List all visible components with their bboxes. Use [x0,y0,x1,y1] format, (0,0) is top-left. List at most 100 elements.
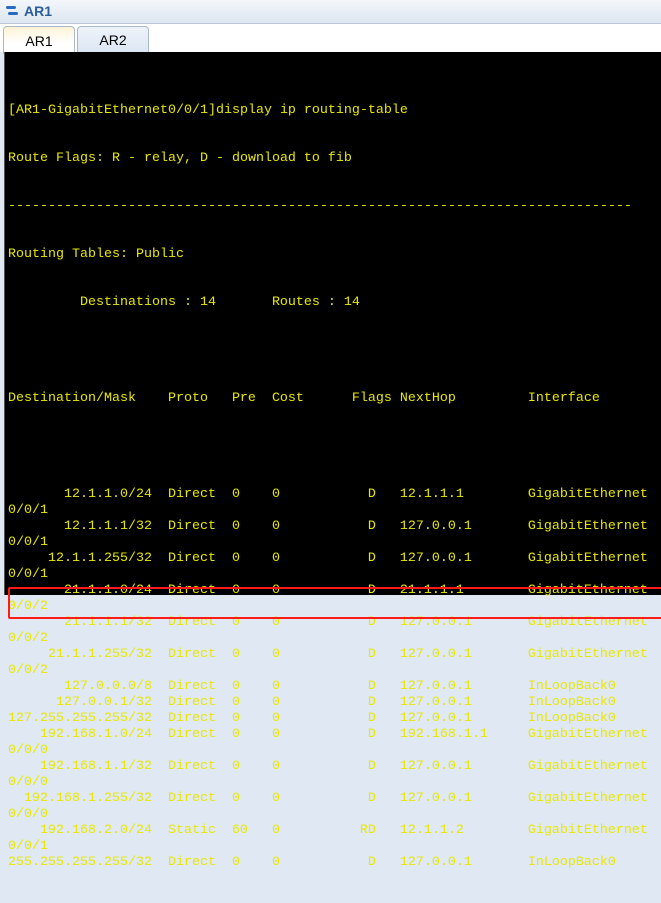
route-row: 12.1.1.255/32 Direct 0 0 D 127.0.0.1 GigabitEt… [8,551,648,567]
cell-flags: D [367,711,376,726]
cell-nexthop: 127.0.0.1 [399,711,472,726]
cell-nexthop: 12.1.1.2 [399,823,464,838]
routes-count: Routes : 14 [271,295,360,310]
cell-pre: 0 [231,583,240,598]
highlight-box [8,587,661,619]
cell-pre: 60 [231,823,248,838]
cell-proto: Direct [167,759,216,774]
cell-cost: 0 [271,855,280,870]
cell-cost: 0 [271,823,280,838]
cell-cost: 0 [271,679,280,694]
cell-nexthop: 127.0.0.1 [399,855,472,870]
cell-flags: D [367,695,376,710]
cell-cost: 0 [271,551,280,566]
route-row-interface-wrap: 0/0/1 [8,839,48,854]
terminal-console[interactable]: [AR1-GigabitEthernet0/0/1]display ip rou… [4,52,661,870]
cell-flags: D [367,855,376,870]
route-row-interface-wrap: 0/0/1 [8,567,48,582]
cell-iface: InLoopBack0 [527,679,616,694]
cell-pre: 0 [231,551,240,566]
cell-iface: GigabitEthernet [527,487,648,502]
cell-proto: Direct [167,727,216,742]
cell-cost: 0 [271,791,280,806]
cell-proto: Direct [167,679,216,694]
cell-flags: D [367,647,376,662]
route-flags-legend: Route Flags: R - relay, D - download to … [8,151,352,166]
cell-flags: D [367,583,376,598]
cell-pre: 0 [231,519,240,534]
cell-dest: 21.1.1.255/32 [47,647,152,662]
cell-proto: Static [167,823,216,838]
route-row: 192.168.1.1/32 Direct 0 0 D 127.0.0.1 GigabitE… [8,759,648,775]
cell-dest: 127.255.255.255/32 [8,711,152,726]
cell-flags: RD [359,823,376,838]
cell-cost: 0 [271,727,280,742]
route-row: 12.1.1.1/32 Direct 0 0 D 127.0.0.1 GigabitEthe… [8,519,648,535]
cell-proto: Direct [167,695,216,710]
cell-nexthop: 127.0.0.1 [399,551,472,566]
router-icon [4,4,20,18]
cell-pre: 0 [231,759,240,774]
cell-flags: D [367,791,376,806]
cell-cost: 0 [271,487,280,502]
title-bar: AR1 [0,0,661,22]
cell-nexthop: 127.0.0.1 [399,759,472,774]
cell-pre: 0 [231,487,240,502]
cell-nexthop: 127.0.0.1 [399,695,472,710]
cell-cost: 0 [271,583,280,598]
route-row-interface-wrap: 0/0/1 [8,535,48,550]
route-row: 127.0.0.1/32 Direct 0 0 D 127.0.0.1 InLoopBack… [8,695,632,711]
route-row: 21.1.1.255/32 Direct 0 0 D 127.0.0.1 GigabitEt… [8,647,648,663]
cell-flags: D [367,759,376,774]
route-row-interface-wrap: 0/0/0 [8,775,48,790]
cell-iface: GigabitEthernet [527,823,648,838]
cell-iface: GigabitEthernet [527,759,648,774]
cell-nexthop: 127.0.0.1 [399,519,472,534]
header-pre: Pre [231,391,256,406]
cell-nexthop: 127.0.0.1 [399,679,472,694]
cell-iface: InLoopBack0 [527,695,616,710]
cell-flags: D [367,519,376,534]
header-proto: Proto [167,391,208,406]
cell-dest: 192.168.2.0/24 [39,823,152,838]
cell-dest: 127.0.0.1/32 [55,695,152,710]
cell-proto: Direct [167,647,216,662]
header-cost: Cost [271,391,304,406]
cell-flags: D [367,487,376,502]
cell-proto: Direct [167,583,216,598]
cell-cost: 0 [271,647,280,662]
cell-flags: D [367,551,376,566]
route-row-interface-wrap: 0/0/1 [8,503,48,518]
tab-ar1[interactable]: AR1 [3,26,75,54]
cell-pre: 0 [231,711,240,726]
cell-cost: 0 [271,695,280,710]
cell-pre: 0 [231,679,240,694]
cell-nexthop: 21.1.1.1 [399,583,464,598]
cell-dest: 12.1.1.0/24 [63,487,152,502]
tab-ar2[interactable]: AR2 [77,26,149,53]
cell-pre: 0 [231,647,240,662]
routing-tables-label: Routing Tables: Public [8,247,184,262]
route-row: 127.255.255.255/32 Direct 0 0 D 127.0.0.1 InLo… [8,711,632,727]
cell-nexthop: 127.0.0.1 [399,647,472,662]
cell-iface: InLoopBack0 [527,711,616,726]
cell-proto: Direct [167,711,216,726]
cell-proto: Direct [167,551,216,566]
cell-iface: GigabitEthernet [527,791,648,806]
cell-nexthop: 127.0.0.1 [399,791,472,806]
route-row: 192.168.1.255/32 Direct 0 0 D 127.0.0.1 Gigabi… [8,791,648,807]
route-row: 12.1.1.0/24 Direct 0 0 D 12.1.1.1 GigabitEther… [8,487,648,503]
cell-pre: 0 [231,791,240,806]
destinations-count: Destinations : 14 [79,295,216,310]
cell-flags: D [367,679,376,694]
cell-dest: 192.168.1.1/32 [39,759,152,774]
cell-iface: InLoopBack0 [527,855,616,870]
header-dest: Destination/Mask [8,391,136,406]
cell-pre: 0 [231,855,240,870]
route-row: 192.168.1.0/24 Direct 0 0 D 192.168.1.1 Gigabi… [8,727,648,743]
cell-proto: Direct [167,855,216,870]
header-interface: Interface [527,391,600,406]
route-row: 21.1.1.0/24 Direct 0 0 D 21.1.1.1 GigabitEther… [8,583,648,599]
route-row-interface-wrap: 0/0/0 [8,807,48,822]
tab-bar: AR1 AR2 [0,23,661,54]
